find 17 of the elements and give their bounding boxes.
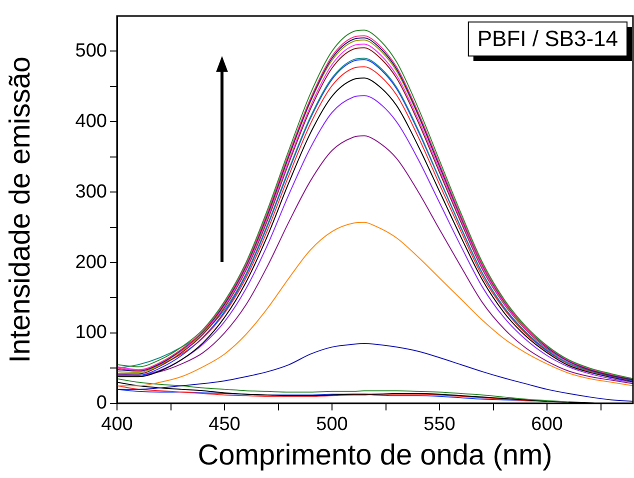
x-axis-title: Comprimento de onda (nm) bbox=[198, 440, 552, 472]
x-tick-label: 500 bbox=[316, 414, 348, 436]
y-tick-label: 500 bbox=[75, 40, 107, 62]
y-tick-label: 300 bbox=[75, 181, 107, 202]
line-series bbox=[117, 222, 633, 386]
x-tick-label: 450 bbox=[208, 414, 240, 436]
y-tick-label: 100 bbox=[75, 322, 107, 344]
y-tick-label: 0 bbox=[96, 392, 107, 414]
y-tick-label: 200 bbox=[75, 252, 107, 273]
y-axis-title: Intensidade de emissão bbox=[4, 56, 36, 363]
y-tick-label: 400 bbox=[75, 110, 107, 132]
x-tick-label: 550 bbox=[424, 414, 456, 436]
annotation: PBFI / SB3-14 bbox=[477, 26, 618, 52]
line-series bbox=[117, 378, 569, 402]
x-tick-label: 400 bbox=[101, 414, 133, 436]
x-tick-label: 600 bbox=[531, 414, 563, 436]
line-series bbox=[117, 385, 548, 402]
